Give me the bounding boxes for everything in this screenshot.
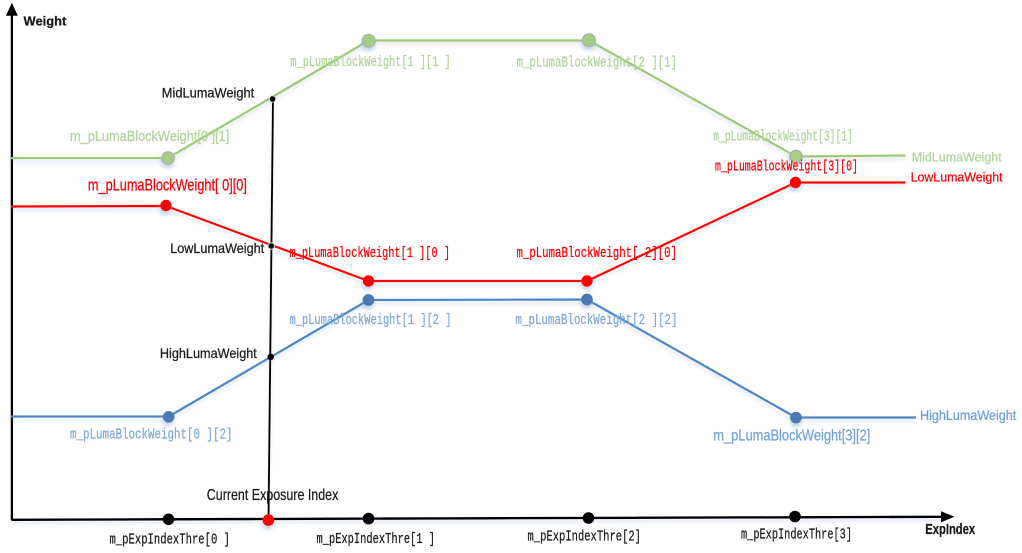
svg-text:m_pExpIndexThre[0 ]: m_pExpIndexThre[0 ] (110, 532, 231, 548)
svg-text:HighLumaWeight: HighLumaWeight (920, 408, 1017, 423)
svg-text:m_pLumaBlockWeight[ 0][0]: m_pLumaBlockWeight[ 0][0] (88, 175, 247, 194)
svg-text:m_pLumaBlockWeight[1 ][0 ]: m_pLumaBlockWeight[1 ][0 ] (290, 246, 451, 262)
svg-text:m_pLumaBlockWeight[0 ][1]: m_pLumaBlockWeight[0 ][1] (70, 128, 229, 145)
svg-text:m_pLumaBlockWeight[3][1]: m_pLumaBlockWeight[3][1] (713, 130, 853, 146)
svg-text:m_pLumaBlockWeight[ 2][0]: m_pLumaBlockWeight[ 2][0] (517, 246, 678, 262)
svg-text:HighLumaWeight: HighLumaWeight (160, 345, 257, 361)
svg-text:m_pLumaBlockWeight[1 ][1 ]: m_pLumaBlockWeight[1 ][1 ] (290, 55, 450, 71)
svg-text:m_pExpIndexThre[2]: m_pExpIndexThre[2] (528, 530, 642, 546)
svg-text:ExpIndex: ExpIndex (925, 522, 975, 538)
svg-text:m_pExpIndexThre[1 ]: m_pExpIndexThre[1 ] (317, 532, 436, 548)
svg-text:m_pLumaBlockWeight[3][2]: m_pLumaBlockWeight[3][2] (713, 428, 870, 445)
svg-text:MidLumaWeight: MidLumaWeight (162, 85, 255, 100)
svg-text:m_pLumaBlockWeight[2 ][1]: m_pLumaBlockWeight[2 ][1] (517, 56, 677, 72)
svg-text:m_pLumaBlockWeight[3][0]: m_pLumaBlockWeight[3][0] (715, 160, 858, 176)
svg-text:m_pLumaBlockWeight[1 ][2 ]: m_pLumaBlockWeight[1 ][2 ] (290, 313, 452, 329)
svg-text:LowLumaWeight: LowLumaWeight (170, 241, 264, 256)
svg-text:m_pExpIndexThre[3]: m_pExpIndexThre[3] (741, 527, 852, 543)
svg-text:MidLumaWeight: MidLumaWeight (912, 150, 1002, 165)
svg-text:m_pLumaBlockWeight[2 ][2]: m_pLumaBlockWeight[2 ][2] (516, 313, 678, 329)
svg-text:m_pLumaBlockWeight[0 ][2]: m_pLumaBlockWeight[0 ][2] (70, 428, 233, 444)
svg-text:Weight: Weight (24, 13, 67, 28)
svg-text:LowLumaWeight: LowLumaWeight (911, 170, 1003, 185)
svg-text:Current Exposure Index: Current Exposure Index (207, 487, 338, 504)
